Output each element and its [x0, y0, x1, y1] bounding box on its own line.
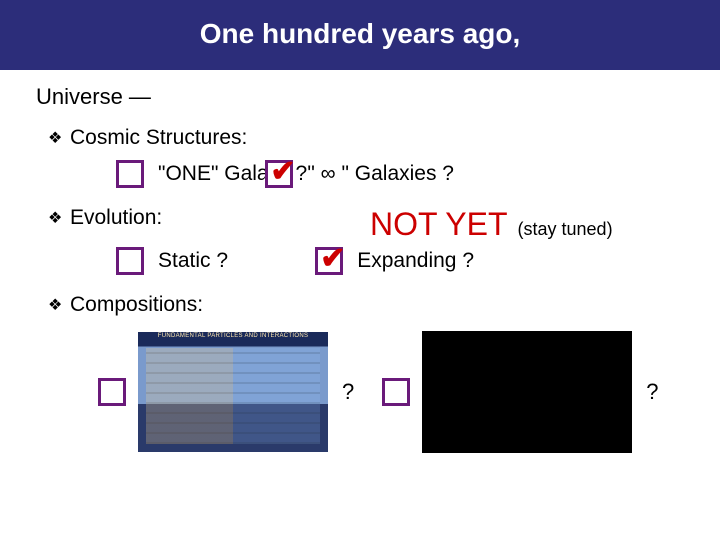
- diamond-icon: ❖: [48, 295, 62, 315]
- option-static: Static ?: [158, 249, 228, 273]
- bullet-evolution: ❖ Evolution:: [36, 206, 376, 230]
- not-yet-text: NOT YET: [370, 206, 508, 243]
- bullet-compositions: ❖ Compositions:: [36, 293, 684, 317]
- checkmark-icon: ✔: [320, 244, 345, 274]
- content-area: Universe — ❖ Cosmic Structures: "ONE" Ga…: [0, 70, 720, 453]
- not-yet-row: NOT YET (stay tuned): [370, 206, 613, 243]
- checkmark-icon: ✔: [270, 157, 295, 187]
- checkbox-inf-galaxies: ✔: [265, 160, 293, 188]
- bullet-cosmic: ❖ Cosmic Structures:: [36, 126, 684, 150]
- checkbox-comp-right: [382, 378, 410, 406]
- black-panel-image: [422, 331, 632, 453]
- stay-tuned-text: (stay tuned): [518, 219, 613, 240]
- checkbox-expanding: ✔: [315, 247, 343, 275]
- diamond-icon: ❖: [48, 208, 62, 228]
- title-band: One hundred years ago,: [0, 0, 720, 70]
- subtitle: Universe —: [36, 84, 684, 110]
- question-mark-left: ?: [342, 379, 354, 405]
- checkbox-static: [116, 247, 144, 275]
- cosmic-options: "ONE" Galaxy ? ✔ " ∞ " Galaxies ?: [36, 160, 684, 188]
- checkbox-one-galaxy: [116, 160, 144, 188]
- evolution-options: Static ? ✔ Expanding ?: [36, 247, 684, 275]
- option-inf-galaxies: " ∞ " Galaxies ?: [307, 162, 454, 186]
- bullet-label-evolution: Evolution:: [70, 206, 162, 230]
- bullet-label-cosmic: Cosmic Structures:: [70, 126, 247, 150]
- compositions-row: ? ?: [36, 331, 684, 453]
- particles-chart-image: [138, 332, 328, 452]
- checkbox-comp-left: [98, 378, 126, 406]
- diamond-icon: ❖: [48, 128, 62, 148]
- question-mark-right: ?: [646, 379, 658, 405]
- slide-title: One hundred years ago,: [0, 18, 720, 50]
- bullet-label-compositions: Compositions:: [70, 293, 203, 317]
- option-expanding: Expanding ?: [357, 249, 474, 273]
